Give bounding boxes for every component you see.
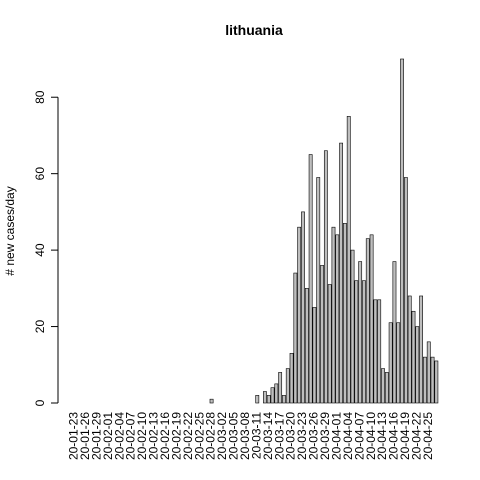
bar xyxy=(339,142,343,404)
bar xyxy=(209,398,214,404)
bar xyxy=(426,341,431,404)
x-tick-label: 20-03-20 xyxy=(284,412,298,460)
bar xyxy=(354,280,359,404)
x-tick-label: 20-04-25 xyxy=(421,412,435,460)
bar xyxy=(293,272,298,404)
bar xyxy=(274,383,279,404)
y-tick-label: 60 xyxy=(33,167,47,181)
x-tick-label: 20-02-13 xyxy=(147,412,161,460)
x-tick-label: 20-03-29 xyxy=(318,412,332,460)
chart-title: lithuania xyxy=(225,22,283,38)
x-tick-label: 20-02-07 xyxy=(124,412,138,460)
bar xyxy=(343,223,347,404)
x-tick-label: 20-03-17 xyxy=(272,412,286,460)
x-tick-label: 20-02-01 xyxy=(101,412,115,460)
bar xyxy=(358,261,363,404)
x-tick-label: 20-04-19 xyxy=(398,412,412,460)
x-tick-label: 20-01-23 xyxy=(67,412,81,460)
x-tick-label: 20-04-07 xyxy=(352,412,366,460)
x-tick-label: 20-04-01 xyxy=(329,412,343,460)
x-tick-label: 20-03-05 xyxy=(227,412,241,460)
bar xyxy=(278,372,283,404)
bar xyxy=(362,280,366,404)
bar xyxy=(282,395,286,404)
bar xyxy=(312,307,317,404)
bar xyxy=(396,322,401,404)
x-tick-label: 20-03-11 xyxy=(249,412,263,459)
x-tick-label: 20-02-16 xyxy=(158,412,172,460)
x-tick-label: 20-04-04 xyxy=(341,412,355,460)
bar xyxy=(384,372,389,404)
bar xyxy=(392,261,397,404)
bar xyxy=(423,356,427,404)
x-tick-label: 20-02-28 xyxy=(204,412,218,460)
y-tick-label: 80 xyxy=(33,90,47,104)
bar xyxy=(263,391,267,404)
y-tick-label: 0 xyxy=(33,399,47,406)
bar xyxy=(411,310,416,404)
x-tick-label: 20-01-29 xyxy=(89,412,103,460)
x-tick-label: 20-03-23 xyxy=(295,412,309,460)
bar xyxy=(255,395,260,404)
bar xyxy=(373,299,378,404)
bar xyxy=(365,238,370,404)
bar xyxy=(323,150,328,404)
bar xyxy=(388,322,393,404)
bar xyxy=(289,353,294,404)
bar xyxy=(430,356,435,404)
bar xyxy=(346,116,351,404)
bar xyxy=(377,299,382,404)
x-tick-label: 20-04-13 xyxy=(375,412,389,460)
x-tick-label: 20-04-10 xyxy=(364,412,378,460)
bar xyxy=(331,226,336,404)
bar xyxy=(415,326,420,404)
bar xyxy=(327,284,332,404)
x-tick-label: 20-04-22 xyxy=(409,412,423,460)
x-tick-label: 20-02-04 xyxy=(112,412,126,460)
bar xyxy=(270,387,275,404)
bar xyxy=(285,368,290,404)
y-tick-label: 40 xyxy=(33,243,47,257)
bar xyxy=(335,234,340,404)
x-tick-label: 20-03-02 xyxy=(215,412,229,460)
bar xyxy=(419,295,424,404)
x-tick-label: 20-02-10 xyxy=(135,412,149,460)
y-axis-label: # new cases/day xyxy=(3,186,17,275)
x-tick-label: 20-02-19 xyxy=(169,412,183,460)
bar xyxy=(304,288,309,404)
bar xyxy=(316,177,321,404)
bar xyxy=(407,295,412,404)
bar xyxy=(350,249,355,404)
bar xyxy=(301,211,305,404)
x-tick-label: 20-03-14 xyxy=(261,412,275,460)
bar xyxy=(308,154,313,404)
x-tick-label: 20-03-26 xyxy=(307,412,321,460)
bar xyxy=(320,265,324,404)
bar xyxy=(434,360,439,404)
bar xyxy=(297,226,302,404)
x-tick-label: 20-03-08 xyxy=(238,412,252,460)
bar xyxy=(403,177,408,404)
bar xyxy=(400,58,404,404)
x-tick-label: 20-02-22 xyxy=(181,412,195,460)
bar xyxy=(266,395,271,404)
x-tick-label: 20-01-26 xyxy=(78,412,92,460)
x-tick-label: 20-04-16 xyxy=(387,412,401,460)
bar xyxy=(381,368,385,404)
bar xyxy=(369,234,374,404)
x-tick-label: 20-02-25 xyxy=(192,412,206,460)
y-tick-label: 20 xyxy=(33,320,47,334)
